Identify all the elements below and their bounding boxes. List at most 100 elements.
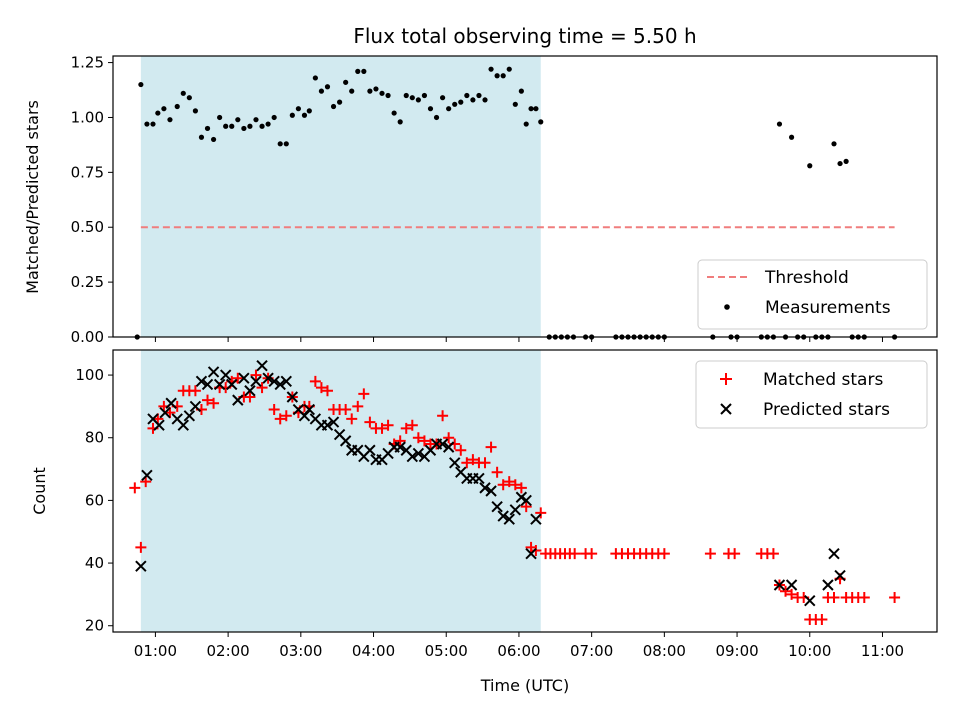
measurement-point: [538, 119, 544, 125]
matched-star-point: [569, 548, 581, 560]
measurement-point: [186, 95, 192, 101]
measurement-point: [192, 108, 198, 114]
predicted-star-point: [226, 378, 238, 391]
matched-star-point: [309, 375, 321, 387]
measurement-point: [482, 97, 488, 103]
x-tick-label: 07:00: [570, 642, 613, 660]
measurement-point: [229, 123, 235, 129]
measurement-point: [397, 119, 403, 125]
matched-star-point: [443, 432, 455, 444]
measurement-point: [533, 106, 539, 112]
measurement-point: [155, 110, 161, 116]
y-tick-label: 0.25: [71, 273, 104, 291]
bottom-y-ticks: 20 40 60 80 100: [75, 366, 113, 635]
measurement-point: [150, 121, 156, 127]
measurement-point: [361, 68, 367, 74]
predicted-star-point: [286, 391, 299, 403]
measurement-point: [330, 103, 337, 110]
predicted-star-point: [520, 494, 532, 507]
predicted-star-point: [530, 513, 542, 525]
measurement-point: [167, 117, 173, 123]
measurement-point: [385, 92, 391, 99]
measurement-point: [379, 90, 385, 96]
predicted-star-point: [497, 510, 509, 522]
predicted-star-point: [195, 375, 208, 388]
measurement-point: [355, 68, 361, 74]
matched-star-point: [786, 588, 798, 600]
measurement-point: [271, 114, 277, 121]
measurement-point: [318, 88, 325, 94]
predicted-star-point: [153, 419, 165, 431]
x-tick-label: 02:00: [207, 642, 250, 660]
matched-star-point: [530, 545, 542, 557]
x-tick-label: 03:00: [279, 642, 322, 660]
measurement-point: [500, 73, 506, 79]
y-tick-label: 0.50: [71, 218, 104, 236]
x-tick-label: 11:00: [861, 642, 904, 660]
x-tick-label: 10:00: [788, 642, 831, 660]
measurement-point: [776, 121, 783, 127]
predicted-star-point: [256, 359, 268, 372]
predicted-star-point: [525, 547, 537, 560]
measurement-point: [427, 106, 434, 112]
matched-star-point: [515, 482, 527, 494]
matched-star-point: [535, 507, 547, 519]
matched-star-point: [658, 548, 670, 560]
measurement-point: [837, 160, 843, 167]
y-tick-label: 100: [75, 366, 104, 384]
measurement-point: [843, 158, 849, 164]
x-tick-label: 04:00: [352, 642, 395, 660]
predicted-star-point: [449, 457, 461, 469]
legend-measurements-swatch: [724, 304, 730, 310]
predicted-star-point: [485, 485, 497, 497]
measurement-point: [312, 75, 318, 81]
y-tick-label: 0.00: [71, 328, 104, 346]
matched-star-point: [485, 441, 497, 453]
y-tick-label: 1.00: [71, 108, 104, 126]
top-axes-frame: [112, 55, 938, 338]
predicted-star-point: [773, 579, 786, 591]
top-y-axis-label: Matched/Predicted stars: [23, 100, 42, 294]
matched-star-point: [455, 444, 467, 456]
matched-star-point: [412, 432, 424, 444]
y-tick-label: 40: [85, 554, 104, 572]
legend-measurements-label: Measurements: [765, 298, 891, 318]
predicted-star-point: [822, 579, 834, 591]
legend-predicted-label: Predicted stars: [763, 400, 890, 420]
predicted-star-point: [321, 419, 334, 431]
predicted-star-point: [834, 569, 846, 582]
measurement-point: [488, 66, 494, 72]
matched-star-point: [461, 457, 473, 469]
predicted-star-point: [509, 504, 522, 516]
predicted-star-point: [201, 378, 214, 391]
predicted-star-point: [165, 397, 177, 409]
predicted-star-point: [785, 579, 798, 591]
matched-star-point: [704, 548, 716, 560]
measurement-point: [506, 66, 512, 72]
predicted-star-point: [189, 400, 202, 413]
measurement-point: [210, 136, 217, 143]
matched-star-point: [816, 613, 828, 625]
top-panel: 0.00 0.25 0.50 0.75 1.00 1.25 Matched/Predict…: [23, 54, 938, 346]
measurement-point: [174, 103, 180, 110]
observing-interval-shade-top: [140, 56, 541, 337]
measurement-point: [343, 79, 349, 85]
matched-star-point: [491, 466, 503, 478]
predicted-star-point: [394, 441, 406, 453]
measurement-point: [198, 134, 205, 140]
matched-star-point: [394, 435, 406, 447]
predicted-stars-points: [135, 359, 846, 607]
measurement-point: [204, 125, 211, 132]
x-tick-label: 08:00: [643, 642, 686, 660]
matched-star-point: [520, 501, 532, 513]
matched-star-point: [509, 479, 521, 491]
predicted-star-point: [213, 378, 226, 391]
measurement-point: [458, 99, 464, 105]
x-tick-label: 09:00: [715, 642, 758, 660]
measurement-point: [409, 95, 415, 101]
measurement-point: [337, 99, 343, 105]
predicted-star-point: [280, 375, 292, 388]
matched-star-point: [400, 422, 412, 434]
matched-star-point: [358, 388, 370, 400]
